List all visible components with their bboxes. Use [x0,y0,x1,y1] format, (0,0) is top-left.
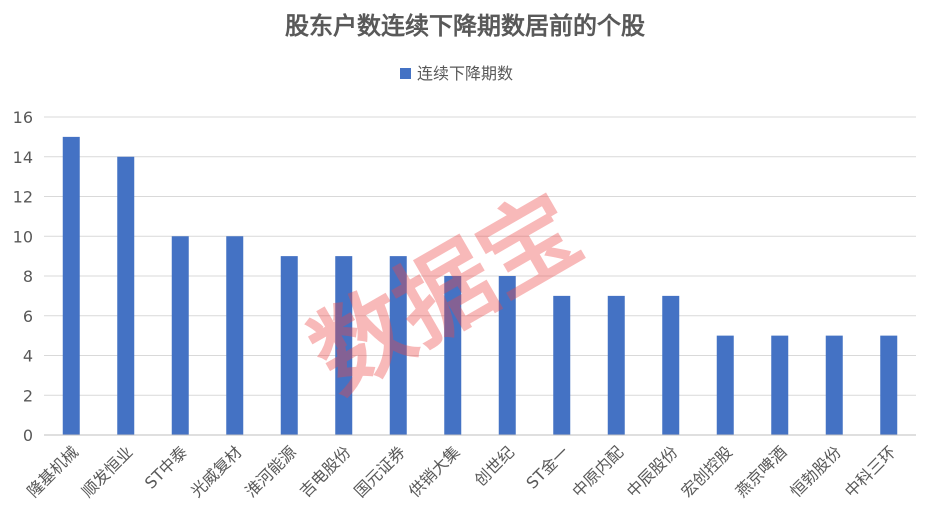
x-tick-label: 隆基机械 [23,442,82,501]
y-tick-label: 14 [13,148,33,167]
bar [389,256,407,435]
bars [62,136,898,435]
x-tick-label: 光威复材 [187,442,246,501]
chart-title: 股东户数连续下降期数居前的个股 [285,12,645,40]
x-tick-label: 宏创控股 [677,442,736,501]
y-tick-label: 10 [13,227,33,246]
bar [880,335,898,435]
y-tick-label: 2 [23,386,33,405]
bar [62,136,80,435]
bar [444,276,462,435]
bar [662,295,680,435]
x-tick-label: ST中泰 [141,442,191,492]
x-tick-label: 吉电股份 [296,442,355,501]
bar [716,335,734,435]
x-tick-label: ST金一 [522,442,572,492]
bar [117,156,135,435]
x-tick-label: 顺发恒业 [78,442,137,501]
legend-label: 连续下降期数 [417,64,513,83]
x-tick-label: 恒勃股份 [786,442,845,501]
x-tick-label: 中辰股份 [623,442,682,501]
x-tick-label: 中科三环 [841,442,900,501]
y-tick-label: 0 [23,426,33,445]
x-tick-label: 创世纪 [471,442,518,489]
y-axis-ticks: 0 2 4 6 8 10 12 14 16 [13,108,33,445]
bar [771,335,789,435]
bar [825,335,843,435]
x-tick-label: 中原内配 [568,442,627,501]
x-tick-label: 供销大集 [405,442,464,501]
x-tick-label: 燕京啤酒 [732,442,791,501]
bar [171,236,189,435]
x-tick-label: 淮河能源 [241,442,300,501]
y-tick-label: 16 [13,108,33,127]
bar [607,295,625,435]
bar [280,256,298,435]
bar [553,295,571,435]
bar [335,256,353,435]
y-tick-label: 12 [13,188,33,207]
y-tick-label: 6 [23,307,33,326]
legend: 连续下降期数 [400,64,513,83]
y-tick-label: 4 [23,347,33,366]
bar [226,236,244,435]
y-tick-label: 8 [23,267,33,286]
bar [498,276,516,435]
gridlines [44,116,916,396]
x-tick-label: 国元证券 [350,442,409,501]
legend-swatch [400,68,411,79]
